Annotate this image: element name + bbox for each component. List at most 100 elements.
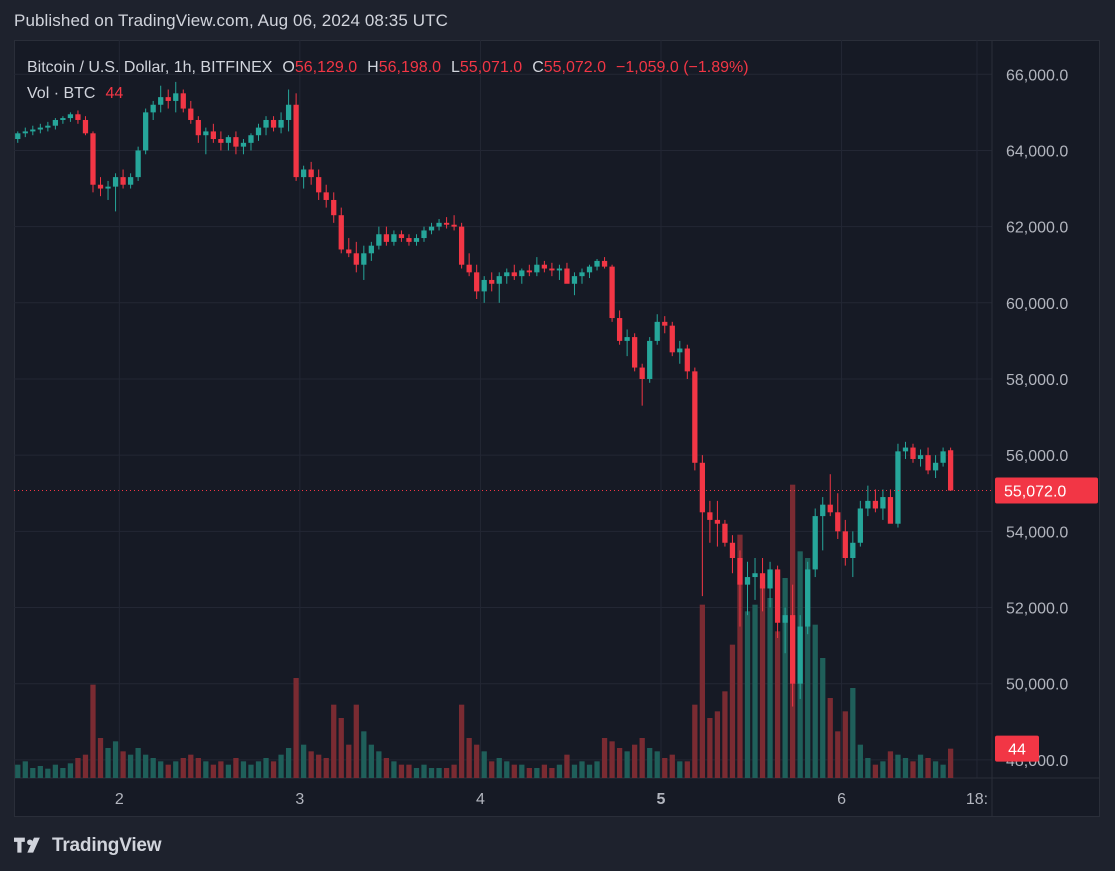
symbol-title[interactable]: Bitcoin / U.S. Dollar, 1h, BITFINEX (27, 59, 273, 76)
volume-bar (511, 764, 517, 778)
chart-panel[interactable]: 48,000.050,000.052,000.054,000.056,000.0… (14, 40, 1100, 817)
candle-body (541, 264, 548, 269)
volume-bar (684, 761, 690, 778)
price-tick-label: 54,000.0 (1006, 524, 1068, 541)
candle-body (466, 264, 472, 273)
volume-bar (263, 758, 269, 778)
volume-bar (579, 761, 585, 778)
volume-bar (812, 624, 818, 778)
candle-body (820, 504, 826, 517)
chart-canvas[interactable]: 48,000.050,000.052,000.054,000.056,000.0… (14, 40, 1100, 817)
change-value: −1,059.0 (−1.89%) (616, 59, 749, 76)
candle-body (654, 321, 660, 341)
volume-bar (692, 704, 698, 778)
volume-bar (270, 761, 277, 778)
candle-body (67, 114, 74, 119)
candle-body (82, 119, 89, 134)
candle-body (481, 279, 487, 292)
candle-body (406, 238, 412, 242)
open-value: 56,129.0 (294, 59, 358, 76)
volume-bar (376, 751, 382, 778)
candle-body (902, 447, 909, 452)
low-value: 55,071.0 (459, 59, 523, 76)
candle-body (624, 337, 630, 341)
footer-brand[interactable]: TradingView (14, 834, 162, 858)
volume-bar (97, 738, 104, 778)
volume-bar (195, 758, 201, 778)
candle-body (797, 626, 803, 684)
price-axis[interactable]: 48,000.050,000.052,000.054,000.056,000.0… (1006, 67, 1068, 770)
candle-body (895, 451, 901, 524)
candle-body (827, 504, 833, 513)
volume-bar (654, 751, 660, 778)
volume-bar (714, 711, 721, 778)
candle-body (112, 177, 119, 187)
candle-body (917, 455, 924, 459)
candle-body (413, 238, 420, 242)
volume-bar (22, 761, 28, 778)
candle-body (805, 569, 811, 627)
candle-body (233, 137, 239, 147)
volume-bar (699, 604, 705, 778)
volume-bar (895, 754, 901, 778)
volume-bar (30, 768, 36, 778)
volume-bar (316, 754, 322, 778)
volume-bar (925, 758, 931, 778)
candle-body (526, 270, 532, 273)
candle-body (210, 131, 216, 140)
candlesticks (15, 81, 954, 707)
candle-body (932, 462, 939, 471)
volume-bar (293, 678, 299, 778)
volume-bar (647, 748, 653, 778)
volume-bar (827, 698, 833, 778)
volume-bar (774, 631, 781, 778)
time-axis[interactable]: 2 3 4 5 6 18: (115, 791, 988, 808)
candle-body (880, 497, 886, 509)
candle-body (165, 97, 171, 101)
volume-label[interactable]: Vol · BTC (27, 85, 96, 102)
volume-bar (45, 768, 51, 778)
volume-bar (120, 751, 126, 778)
candle-body (391, 234, 397, 242)
volume-bar (67, 763, 74, 778)
price-tick-label: 52,000.0 (1006, 601, 1068, 618)
candle-body (383, 234, 390, 242)
candle-body (127, 177, 134, 185)
volume-bar (52, 764, 59, 778)
volume-bar (662, 758, 668, 778)
price-tick-label: 66,000.0 (1006, 67, 1068, 84)
volume-bar (361, 731, 367, 778)
volume-bar (225, 764, 232, 778)
candle-body (368, 245, 374, 254)
published-header: Published on TradingView.com, Aug 06, 20… (14, 11, 448, 30)
candle-body (744, 577, 751, 585)
volume-bar (782, 578, 788, 778)
high-value: 56,198.0 (378, 59, 441, 76)
volume-bar (744, 611, 751, 778)
volume-bar (158, 761, 164, 778)
candle-body (925, 455, 931, 471)
volume-bar (82, 754, 89, 778)
candle-body (398, 234, 405, 239)
volume-bar (917, 754, 924, 778)
candle-body (308, 169, 314, 178)
candle-body (835, 512, 841, 532)
candle-body (240, 142, 247, 147)
candle-body (158, 97, 164, 105)
candle-body (293, 104, 299, 178)
volume-bar (632, 744, 638, 778)
low-key: L (451, 59, 460, 76)
volume-bar (910, 761, 916, 778)
candle-body (135, 150, 141, 178)
candle-body (947, 450, 954, 491)
volume-bar (301, 744, 307, 778)
candle-body (737, 558, 743, 585)
candle-body (316, 177, 322, 193)
volume-bar (165, 764, 171, 778)
candle-body (120, 177, 126, 185)
price-tick-label: 62,000.0 (1006, 220, 1068, 237)
volume-bar (383, 758, 390, 778)
candle-body (790, 615, 796, 684)
volume-bar (218, 761, 224, 778)
candle-body (677, 348, 683, 353)
